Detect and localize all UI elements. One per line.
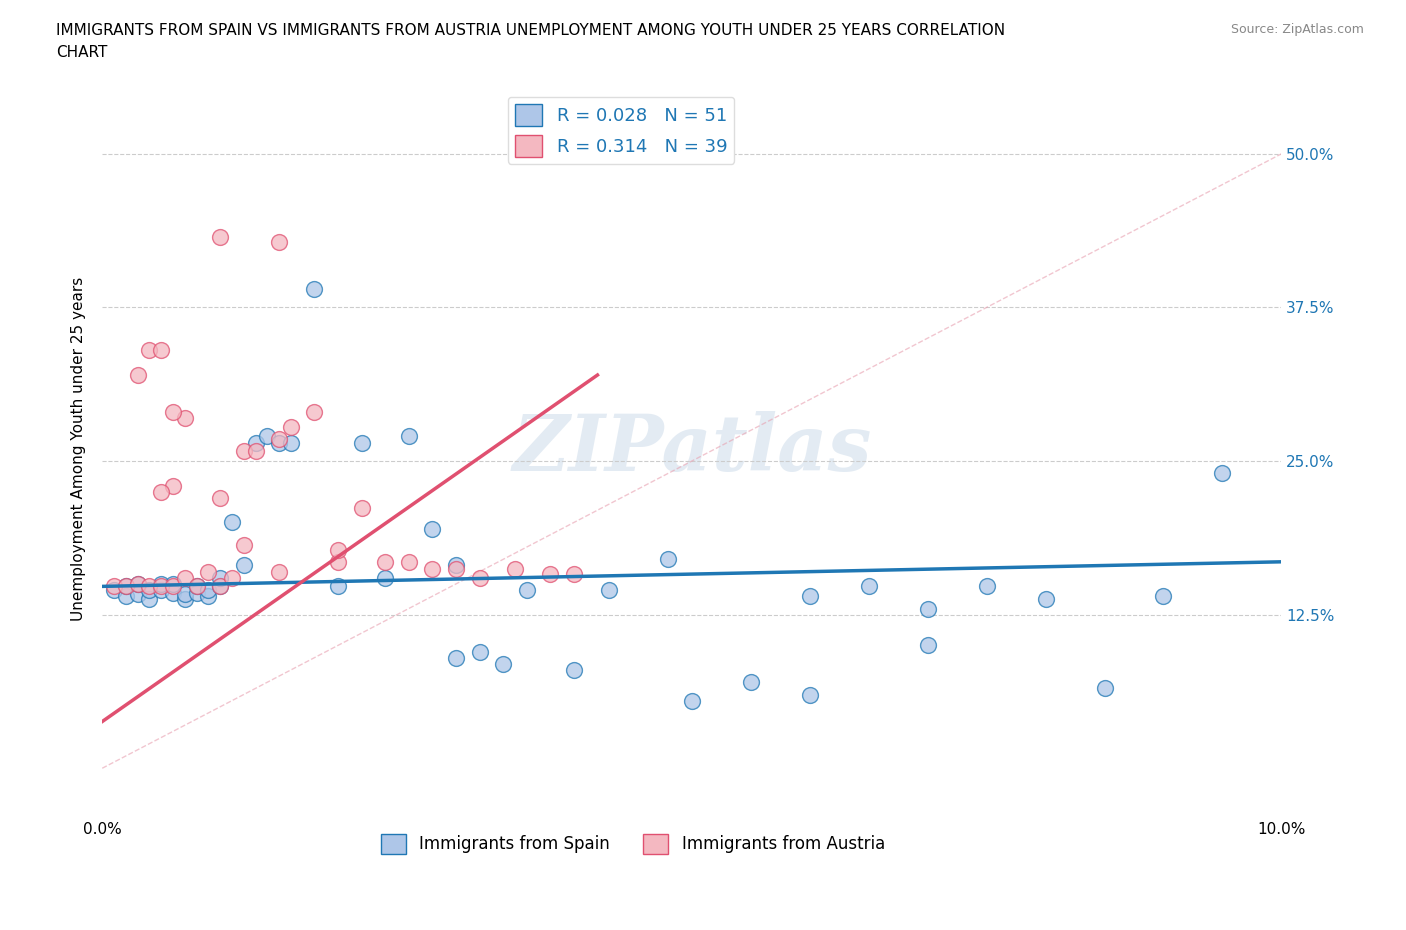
Point [150,579,173,594]
Point [681,693,703,708]
Point [304,405,326,419]
Point [114,579,136,594]
Point [197,565,219,579]
Point [326,554,349,569]
Text: ZIPatlas: ZIPatlas [512,410,872,487]
Point [114,579,136,594]
Point [326,579,349,594]
Point [350,435,373,450]
Point [350,500,373,515]
Point [209,490,232,505]
Point [209,579,232,594]
Point [740,675,762,690]
Point [150,343,173,358]
Point [280,419,302,434]
Point [280,435,302,450]
Point [1035,591,1057,606]
Point [374,570,396,585]
Point [173,586,195,601]
Point [162,579,184,594]
Point [398,429,420,444]
Point [209,570,232,585]
Point [173,570,195,585]
Point [267,435,290,450]
Point [267,565,290,579]
Point [162,577,184,591]
Text: CHART: CHART [56,45,108,60]
Point [221,515,243,530]
Point [398,554,420,569]
Point [267,235,290,250]
Point [858,579,880,594]
Point [232,538,254,552]
Point [422,562,444,577]
Point [917,638,939,653]
Point [162,478,184,493]
Point [186,585,208,600]
Point [468,644,491,659]
Point [562,662,585,677]
Point [245,444,267,458]
Point [1211,466,1233,481]
Point [127,586,149,601]
Point [232,558,254,573]
Point [267,432,290,446]
Point [562,566,585,581]
Point [256,429,278,444]
Point [186,579,208,594]
Point [103,582,125,597]
Point [444,650,467,665]
Point [221,570,243,585]
Point [422,521,444,536]
Point [468,570,491,585]
Point [245,435,267,450]
Point [374,554,396,569]
Point [538,566,561,581]
Point [127,577,149,591]
Point [186,579,208,594]
Point [150,577,173,591]
Point [799,589,821,604]
Legend: Immigrants from Spain, Immigrants from Austria: Immigrants from Spain, Immigrants from A… [374,827,891,860]
Point [127,367,149,382]
Point [444,558,467,573]
Point [598,582,620,597]
Point [162,405,184,419]
Point [173,591,195,606]
Point [103,579,125,594]
Point [1153,589,1175,604]
Point [492,657,515,671]
Point [138,579,160,594]
Point [516,582,538,597]
Point [304,282,326,297]
Point [127,577,149,591]
Point [326,542,349,557]
Point [138,591,160,606]
Point [657,551,679,566]
Point [444,562,467,577]
Point [114,589,136,604]
Point [197,589,219,604]
Point [150,582,173,597]
Point [162,585,184,600]
Point [197,582,219,597]
Point [1094,681,1116,696]
Point [976,579,998,594]
Point [917,601,939,616]
Point [232,444,254,458]
Point [209,579,232,594]
Point [138,343,160,358]
Point [138,582,160,597]
Y-axis label: Unemployment Among Youth under 25 years: Unemployment Among Youth under 25 years [72,276,86,621]
Point [503,562,526,577]
Text: Source: ZipAtlas.com: Source: ZipAtlas.com [1230,23,1364,36]
Point [173,410,195,425]
Point [209,230,232,245]
Text: IMMIGRANTS FROM SPAIN VS IMMIGRANTS FROM AUSTRIA UNEMPLOYMENT AMONG YOUTH UNDER : IMMIGRANTS FROM SPAIN VS IMMIGRANTS FROM… [56,23,1005,38]
Point [799,687,821,702]
Point [150,485,173,499]
